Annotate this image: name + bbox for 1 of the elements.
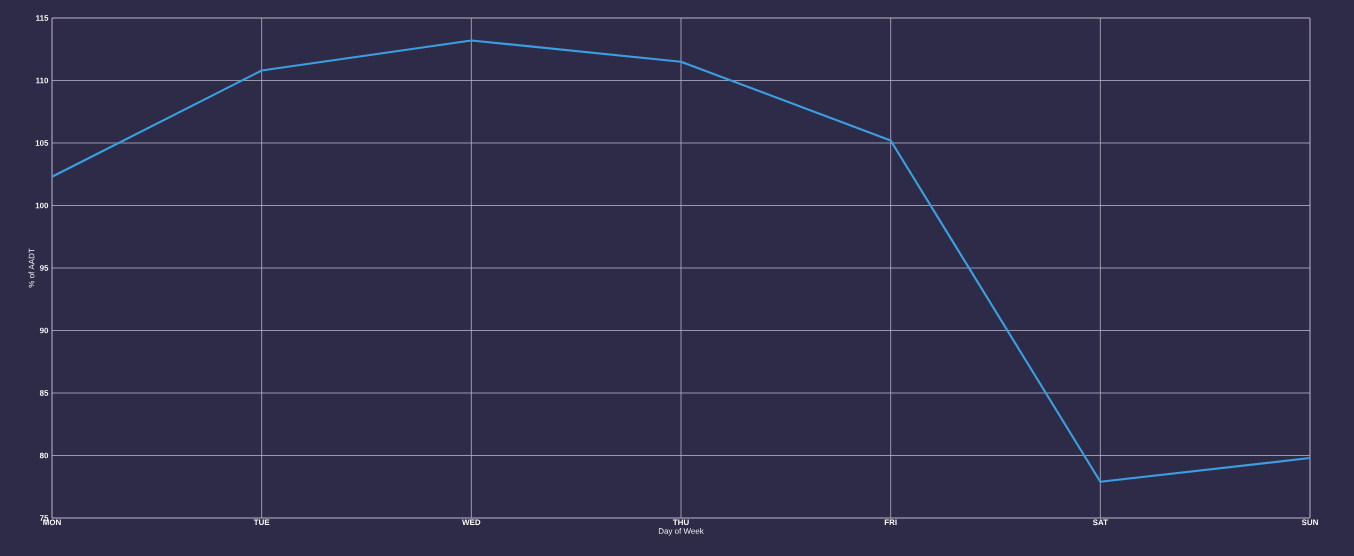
line-series [50, 39, 1312, 483]
